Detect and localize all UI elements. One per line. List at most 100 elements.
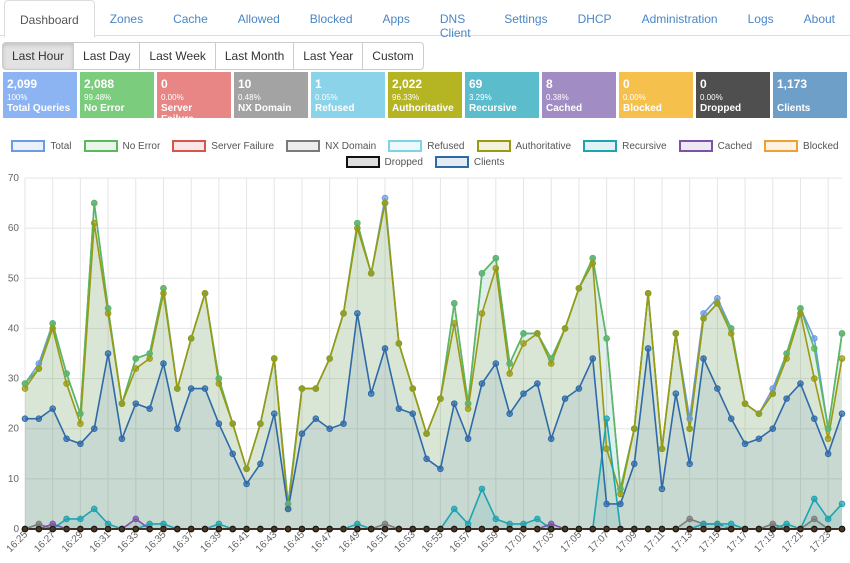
data-point — [229, 525, 237, 533]
data-point — [783, 395, 790, 402]
data-point — [77, 420, 84, 427]
legend-item[interactable]: Blocked — [764, 140, 839, 152]
nav-tab[interactable]: Settings — [504, 12, 548, 26]
y-tick-label: 50 — [8, 273, 20, 284]
legend-item[interactable]: Recursive — [583, 140, 667, 152]
data-point — [824, 450, 832, 458]
data-point — [381, 525, 389, 533]
range-button[interactable]: Last Week — [139, 42, 216, 70]
nav-tab[interactable]: Logs — [747, 12, 774, 26]
data-point — [769, 525, 777, 533]
data-point — [132, 515, 140, 523]
data-point — [367, 525, 375, 533]
x-tick-label: 17:15 — [697, 529, 723, 555]
range-button[interactable]: Custom — [362, 42, 424, 70]
data-point — [257, 525, 264, 533]
data-point — [769, 425, 777, 433]
data-point — [797, 310, 804, 317]
data-point — [450, 400, 458, 407]
data-point — [741, 525, 749, 533]
data-point — [63, 435, 70, 443]
data-point — [672, 525, 680, 533]
data-point — [700, 315, 707, 322]
x-tick-label: 16:37 — [171, 529, 197, 555]
data-point — [450, 525, 458, 533]
data-point — [146, 525, 153, 533]
data-point — [686, 515, 693, 523]
data-point — [174, 525, 181, 533]
nav-tab[interactable]: DNS Client — [439, 12, 471, 40]
legend-item[interactable]: Cached — [678, 140, 752, 152]
stat-label: Clients — [777, 103, 811, 114]
data-point — [243, 480, 250, 488]
data-point — [783, 525, 790, 533]
data-point — [132, 365, 140, 372]
data-point — [811, 515, 818, 523]
legend-item[interactable]: Clients — [434, 156, 504, 168]
nav-tab[interactable]: DHCP — [577, 12, 612, 26]
data-point — [312, 385, 320, 392]
data-point — [686, 425, 693, 433]
legend-item[interactable]: Authoritative — [476, 140, 571, 152]
data-point — [658, 525, 666, 533]
range-button[interactable]: Last Day — [73, 42, 141, 70]
data-point — [340, 420, 347, 427]
data-point — [547, 525, 555, 533]
range-button[interactable]: Last Month — [214, 42, 295, 70]
legend-item[interactable]: NX Domain — [286, 140, 376, 152]
stat-percent: 100% — [7, 93, 28, 102]
data-point — [354, 525, 361, 533]
stat-label: No Error — [84, 103, 125, 114]
x-tick-label: 16:29 — [60, 529, 86, 555]
legend-item[interactable]: Dropped — [345, 156, 423, 168]
data-point — [561, 395, 569, 402]
data-point — [589, 259, 597, 267]
y-tick-label: 30 — [8, 374, 20, 385]
data-point — [340, 310, 347, 317]
legend-item[interactable]: Refused — [388, 140, 465, 152]
legend-item[interactable]: Server Failure — [172, 140, 274, 152]
nav-tab[interactable]: Allowed — [237, 12, 280, 26]
legend-item[interactable]: No Error — [83, 140, 160, 152]
data-point — [644, 525, 652, 533]
data-point — [367, 390, 375, 397]
data-point — [437, 525, 444, 533]
data-point — [547, 435, 555, 443]
data-point — [90, 505, 98, 513]
data-point — [589, 525, 597, 533]
nav-tab[interactable]: Dashboard — [4, 0, 95, 38]
stat-percent: 99.48% — [84, 93, 112, 102]
stat-value: 2,022 — [392, 77, 423, 91]
data-point — [838, 500, 846, 508]
nav-tab[interactable]: About — [803, 12, 835, 26]
stat-value: 2,088 — [84, 77, 115, 91]
data-point — [118, 400, 126, 407]
stat-percent: 0.38% — [546, 93, 569, 102]
nav-tabs: Dashboard Zones Cache Allowed Blocked Apps DNS… — [0, 0, 850, 40]
data-point — [741, 440, 749, 448]
data-point — [492, 525, 500, 533]
range-buttons: Last Hour Last Day Last Week Last Month Last… — [2, 42, 424, 70]
data-point — [77, 410, 84, 417]
legend-label: Recursive — [622, 140, 667, 152]
nav-tab[interactable]: Administration — [641, 12, 718, 26]
range-button[interactable]: Last Year — [293, 42, 364, 70]
y-tick-label: 60 — [8, 223, 20, 234]
nav-tab[interactable]: Blocked — [309, 12, 353, 26]
data-point — [464, 405, 472, 412]
stat-percent: 96.33% — [392, 93, 420, 102]
nav-tab[interactable]: Apps — [382, 12, 410, 26]
nav-tab[interactable]: Zones — [109, 12, 144, 26]
legend-swatch — [172, 140, 207, 152]
data-point — [132, 400, 140, 407]
stat-card: 69 3.29% Recursive — [465, 72, 539, 118]
data-point — [215, 420, 223, 427]
data-point — [284, 505, 292, 513]
data-point — [187, 525, 195, 533]
data-point — [423, 455, 430, 463]
range-button[interactable]: Last Hour — [2, 42, 75, 70]
series-line — [24, 202, 843, 510]
legend-item[interactable]: Total — [11, 140, 72, 152]
data-point — [811, 415, 818, 422]
nav-tab[interactable]: Cache — [173, 12, 208, 26]
